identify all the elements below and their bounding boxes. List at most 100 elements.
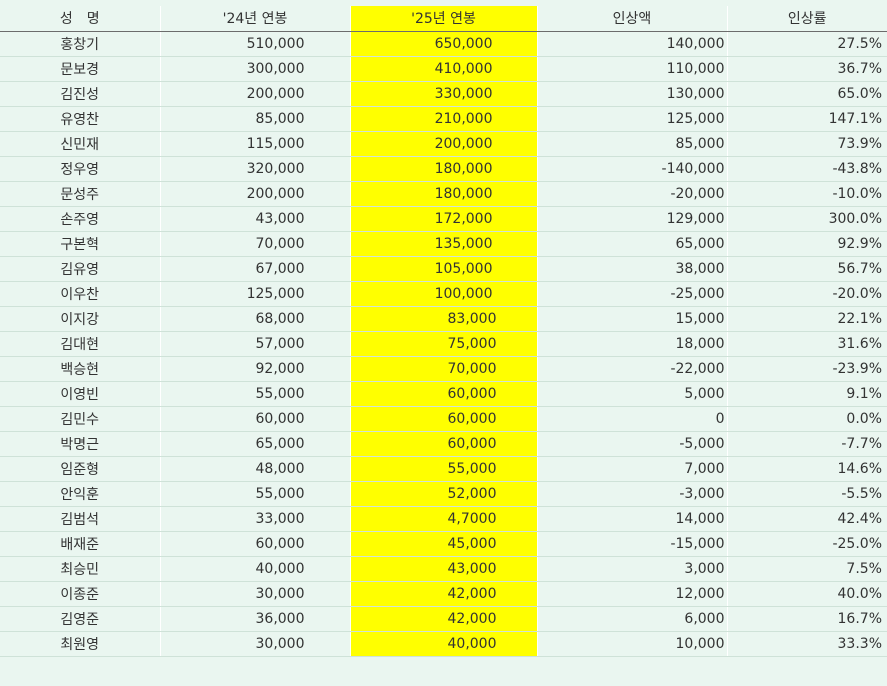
header-raise-rate: 인상률 [726, 6, 887, 32]
table-row: 안익훈 55,000 52,000 -3,000 -5.5% [0, 481, 887, 507]
name-cell: 신민재 [0, 131, 160, 157]
raise-rate-cell: 14.6% [726, 456, 887, 482]
raise-rate-cell: 31.6% [726, 331, 887, 357]
name-cell: 구본혁 [0, 231, 160, 257]
table-row: 문성주 200,000 180,000 -20,000 -10.0% [0, 181, 887, 207]
raise-rate-cell: -7.7% [726, 431, 887, 457]
table-row: 김대현 57,000 75,000 18,000 31.6% [0, 331, 887, 357]
salary-2024-cell: 57,000 [159, 331, 350, 357]
raise-amount-cell: 6,000 [536, 606, 727, 632]
table-row: 최원영 30,000 40,000 10,000 33.3% [0, 631, 887, 657]
table-row: 홍창기 510,000 650,000 140,000 27.5% [0, 31, 887, 57]
salary-2024-cell: 30,000 [159, 631, 350, 657]
table-row: 임준형 48,000 55,000 7,000 14.6% [0, 456, 887, 482]
salary-2024-cell: 36,000 [159, 606, 350, 632]
table-row: 구본혁 70,000 135,000 65,000 92.9% [0, 231, 887, 257]
table-row: 김민수 60,000 60,000 0 0.0% [0, 406, 887, 432]
raise-amount-cell: -140,000 [536, 156, 727, 182]
raise-rate-cell: -20.0% [726, 281, 887, 307]
table-row: 문보경 300,000 410,000 110,000 36.7% [0, 56, 887, 82]
salary-2025-cell: 60,000 [349, 431, 537, 457]
raise-rate-cell: 16.7% [726, 606, 887, 632]
raise-rate-cell: 7.5% [726, 556, 887, 582]
name-cell: 백승현 [0, 356, 160, 382]
salary-2024-cell: 92,000 [159, 356, 350, 382]
raise-amount-cell: 110,000 [536, 56, 727, 82]
raise-rate-cell: 92.9% [726, 231, 887, 257]
name-cell: 최승민 [0, 556, 160, 582]
raise-amount-cell: 15,000 [536, 306, 727, 332]
header-row: 성 명 '24년 연봉 '25년 연봉 인상액 인상률 [0, 6, 887, 32]
raise-amount-cell: 65,000 [536, 231, 727, 257]
table-row: 김진성 200,000 330,000 130,000 65.0% [0, 81, 887, 107]
name-cell: 최원영 [0, 631, 160, 657]
raise-amount-cell: 12,000 [536, 581, 727, 607]
name-cell: 이종준 [0, 581, 160, 607]
raise-rate-cell: 27.5% [726, 31, 887, 57]
raise-rate-cell: 56.7% [726, 256, 887, 282]
salary-2025-cell: 210,000 [349, 106, 537, 132]
header-salary-2025: '25년 연봉 [349, 6, 537, 32]
table-row: 이종준 30,000 42,000 12,000 40.0% [0, 581, 887, 607]
raise-rate-cell: 36.7% [726, 56, 887, 82]
raise-amount-cell: -25,000 [536, 281, 727, 307]
raise-rate-cell: 0.0% [726, 406, 887, 432]
name-cell: 유영찬 [0, 106, 160, 132]
salary-2024-cell: 65,000 [159, 431, 350, 457]
salary-2025-cell: 100,000 [349, 281, 537, 307]
raise-amount-cell: 130,000 [536, 81, 727, 107]
salary-2024-cell: 85,000 [159, 106, 350, 132]
raise-amount-cell: 140,000 [536, 31, 727, 57]
salary-2025-cell: 55,000 [349, 456, 537, 482]
salary-2025-cell: 172,000 [349, 206, 537, 232]
salary-2024-cell: 510,000 [159, 31, 350, 57]
salary-2025-cell: 52,000 [349, 481, 537, 507]
raise-rate-cell: 40.0% [726, 581, 887, 607]
raise-amount-cell: 0 [536, 406, 727, 432]
table-row: 김범석 33,000 4,7000 14,000 42.4% [0, 506, 887, 532]
table-row: 이우찬 125,000 100,000 -25,000 -20.0% [0, 281, 887, 307]
raise-amount-cell: -15,000 [536, 531, 727, 557]
salary-2024-cell: 33,000 [159, 506, 350, 532]
raise-amount-cell: -3,000 [536, 481, 727, 507]
raise-amount-cell: -20,000 [536, 181, 727, 207]
table-row: 김영준 36,000 42,000 6,000 16.7% [0, 606, 887, 632]
salary-2025-cell: 40,000 [349, 631, 537, 657]
name-cell: 안익훈 [0, 481, 160, 507]
name-cell: 이영빈 [0, 381, 160, 407]
salary-2024-cell: 200,000 [159, 81, 350, 107]
table-row: 이영빈 55,000 60,000 5,000 9.1% [0, 381, 887, 407]
salary-2025-cell: 330,000 [349, 81, 537, 107]
raise-amount-cell: 18,000 [536, 331, 727, 357]
salary-2025-cell: 135,000 [349, 231, 537, 257]
raise-amount-cell: -5,000 [536, 431, 727, 457]
name-cell: 김범석 [0, 506, 160, 532]
name-cell: 문보경 [0, 56, 160, 82]
salary-2025-cell: 45,000 [349, 531, 537, 557]
table-row: 이지강 68,000 83,000 15,000 22.1% [0, 306, 887, 332]
salary-2025-cell: 180,000 [349, 181, 537, 207]
raise-rate-cell: 42.4% [726, 506, 887, 532]
raise-amount-cell: 7,000 [536, 456, 727, 482]
name-cell: 김민수 [0, 406, 160, 432]
name-cell: 임준형 [0, 456, 160, 482]
name-cell: 홍창기 [0, 31, 160, 57]
raise-amount-cell: 38,000 [536, 256, 727, 282]
raise-amount-cell: 129,000 [536, 206, 727, 232]
raise-rate-cell: 147.1% [726, 106, 887, 132]
raise-rate-cell: 22.1% [726, 306, 887, 332]
salary-2024-cell: 115,000 [159, 131, 350, 157]
salary-2024-cell: 30,000 [159, 581, 350, 607]
name-cell: 김유영 [0, 256, 160, 282]
table-row: 손주영 43,000 172,000 129,000 300.0% [0, 206, 887, 232]
salary-2024-cell: 300,000 [159, 56, 350, 82]
table-row: 박명근 65,000 60,000 -5,000 -7.7% [0, 431, 887, 457]
salary-2025-cell: 42,000 [349, 581, 537, 607]
table-row: 유영찬 85,000 210,000 125,000 147.1% [0, 106, 887, 132]
salary-2025-cell: 180,000 [349, 156, 537, 182]
raise-rate-cell: -25.0% [726, 531, 887, 557]
salary-2024-cell: 60,000 [159, 531, 350, 557]
raise-rate-cell: 300.0% [726, 206, 887, 232]
salary-2024-cell: 55,000 [159, 481, 350, 507]
salary-2025-cell: 60,000 [349, 381, 537, 407]
